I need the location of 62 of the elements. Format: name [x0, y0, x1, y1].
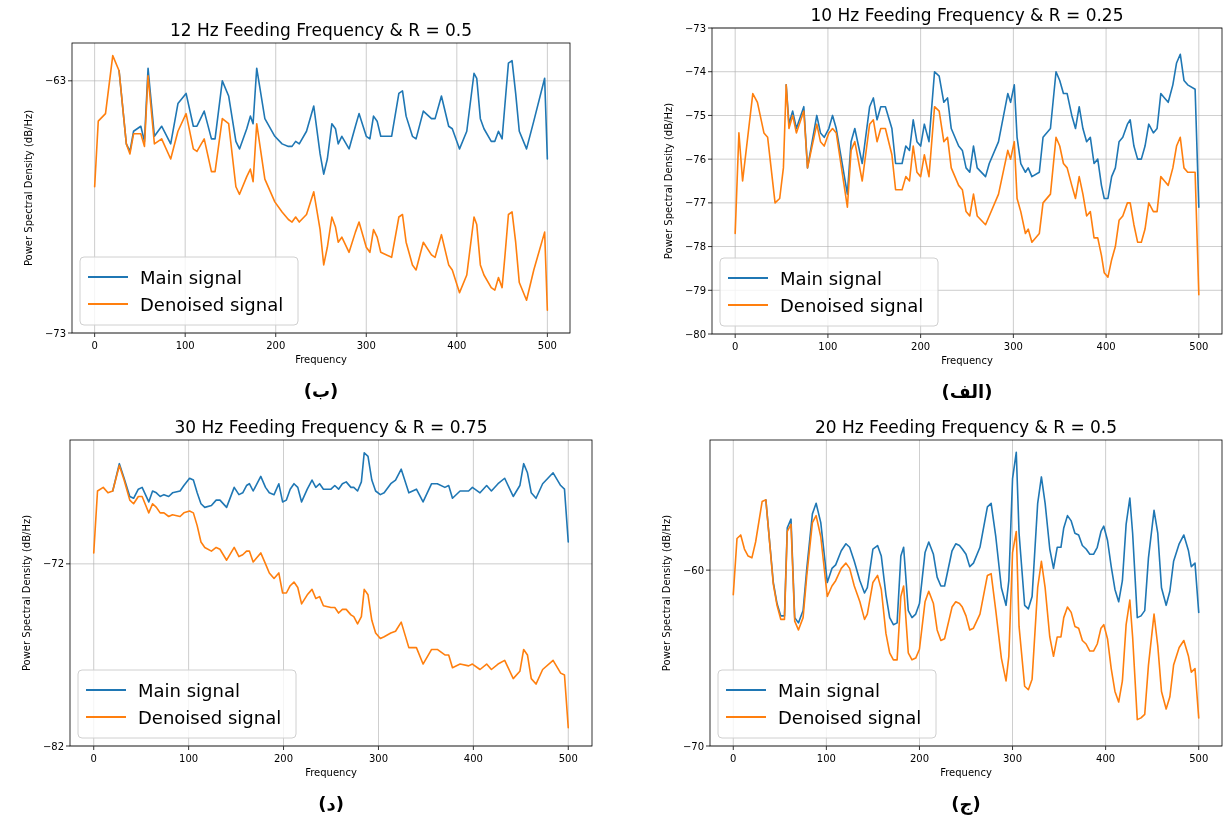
- chart-title: 12 Hz Feeding Frequency & R = 0.5: [169, 20, 473, 40]
- x-tick-label: 200: [274, 753, 294, 764]
- x-tick-label: 500: [558, 753, 578, 764]
- x-tick-label: 400: [1096, 341, 1116, 352]
- x-tick-label: 100: [175, 340, 195, 351]
- legend-label: Main signal: [778, 679, 880, 701]
- x-tick-label: 0: [730, 753, 737, 764]
- chart-title: 10 Hz Feeding Frequency & R = 0.25: [810, 5, 1124, 25]
- x-tick-label: 300: [1003, 341, 1023, 352]
- x-tick-label: 0: [90, 753, 97, 764]
- y-tick-label: −80: [684, 328, 706, 340]
- y-axis-title: Power Spectral Density (dB/Hz): [21, 514, 32, 672]
- y-tick-label: −72: [42, 558, 64, 570]
- y-tick-label: −78: [684, 241, 706, 253]
- x-tick-label: 100: [818, 341, 838, 352]
- text: (ب): [303, 380, 339, 401]
- text: (ج): [951, 793, 981, 815]
- x-tick-label: 0: [91, 340, 98, 351]
- x-tick-label: 300: [368, 753, 388, 764]
- legend-label: Denoised signal: [778, 706, 922, 728]
- y-tick-label: −63: [44, 75, 66, 87]
- legend-label: Denoised signal: [780, 294, 924, 316]
- y-tick-label: −79: [684, 284, 706, 296]
- x-axis-title: Frequency: [295, 354, 347, 365]
- y-tick-label: −76: [684, 153, 706, 165]
- x-tick-label: 300: [1003, 753, 1023, 764]
- x-axis-title: Frequency: [305, 767, 357, 778]
- y-tick-label: −82: [42, 740, 64, 752]
- text: (الف): [941, 381, 993, 402]
- x-tick-label: 400: [447, 340, 467, 351]
- x-tick-label: 400: [1096, 753, 1116, 764]
- x-tick-label: 300: [356, 340, 376, 351]
- x-axis-title: Frequency: [941, 355, 993, 366]
- legend-label: Denoised signal: [138, 706, 282, 728]
- y-tick-label: −74: [684, 66, 706, 78]
- x-tick-label: 200: [266, 340, 286, 351]
- y-axis-title: Power Spectral Density (dB/Hz): [663, 102, 674, 260]
- legend-label: Main signal: [780, 267, 882, 289]
- y-axis-title: Power Spectral Density (dB/Hz): [661, 514, 672, 672]
- x-axis-title: Frequency: [940, 767, 992, 778]
- y-tick-label: −73: [44, 327, 66, 339]
- x-tick-label: 100: [179, 753, 199, 764]
- legend-label: Main signal: [138, 679, 240, 701]
- y-axis-title: Power Spectral Density (dB/Hz): [23, 109, 34, 267]
- legend-label: Main signal: [140, 266, 242, 288]
- y-tick-label: −70: [682, 740, 704, 752]
- chart-title: 20 Hz Feeding Frequency & R = 0.5: [814, 417, 1118, 437]
- y-tick-label: −77: [684, 197, 706, 209]
- x-tick-label: 500: [1189, 341, 1209, 352]
- x-tick-label: 500: [537, 340, 557, 351]
- y-tick-label: −73: [684, 22, 706, 34]
- x-tick-label: 500: [1189, 753, 1209, 764]
- y-tick-label: −60: [682, 564, 704, 576]
- legend-label: Denoised signal: [140, 293, 284, 315]
- text: (د): [318, 793, 344, 814]
- chart-title: 30 Hz Feeding Frequency & R = 0.75: [174, 417, 488, 437]
- x-tick-label: 400: [463, 753, 483, 764]
- y-tick-label: −75: [684, 109, 706, 121]
- x-tick-label: 0: [731, 341, 739, 352]
- x-tick-label: 200: [911, 341, 931, 352]
- x-tick-label: 100: [816, 753, 836, 764]
- x-tick-label: 200: [909, 753, 929, 764]
